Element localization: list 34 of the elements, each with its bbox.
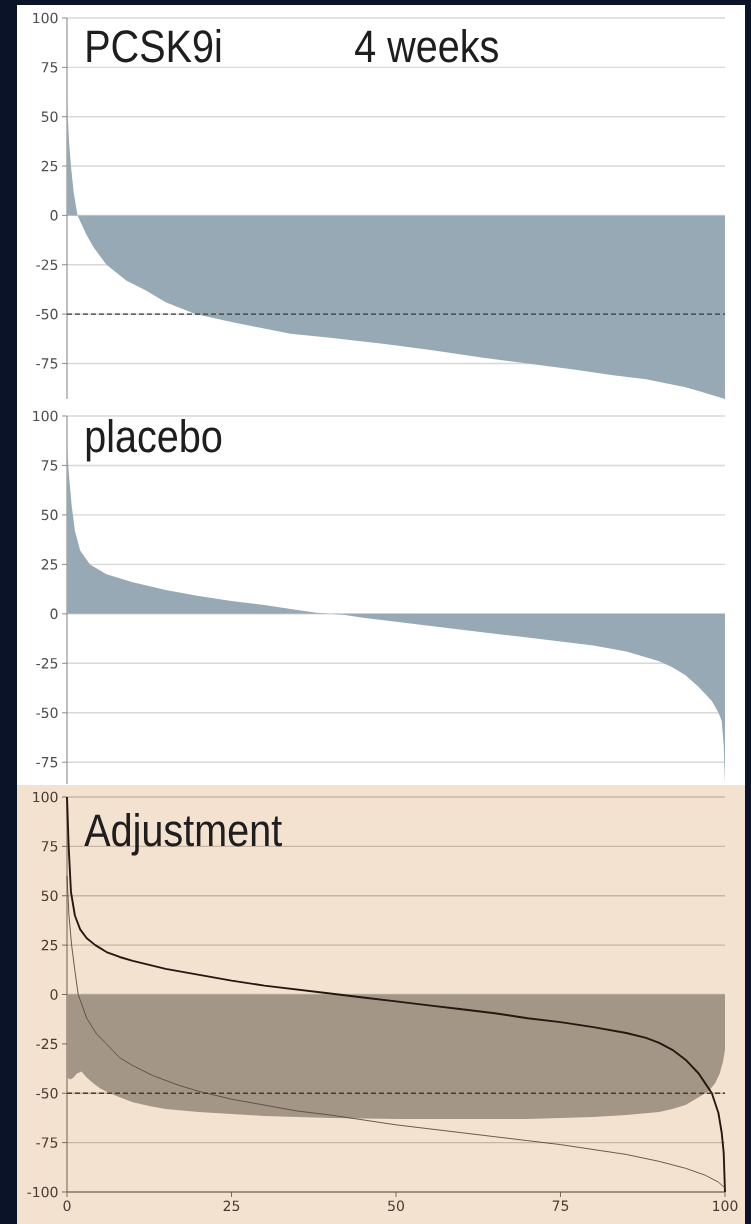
x-tick-label: 25 <box>223 1200 240 1212</box>
y-tick-label: -25 <box>36 1038 58 1050</box>
y-tick-label: 100 <box>33 410 58 422</box>
annotation: 4 weeks <box>355 29 498 63</box>
y-tick-label: 25 <box>41 160 58 172</box>
y-tick-label: -50 <box>36 308 58 320</box>
x-tick-label: 0 <box>63 1200 71 1212</box>
y-tick-label: 25 <box>41 559 58 570</box>
y-tick-label: -25 <box>36 259 58 271</box>
y-tick-label: -25 <box>36 658 58 669</box>
y-tick-label: -75 <box>36 757 58 768</box>
chart-title: Adjustment <box>84 813 282 856</box>
y-tick-label: 50 <box>41 890 58 902</box>
y-tick-label: 50 <box>41 509 58 521</box>
y-tick-label: 100 <box>33 791 58 803</box>
x-tick-label: 100 <box>713 1200 738 1212</box>
x-tick-label: 75 <box>552 1200 569 1211</box>
y-tick-label: 100 <box>33 12 58 24</box>
y-tick-label: 75 <box>41 62 58 73</box>
y-tick-label: 75 <box>41 841 58 852</box>
y-tick-label: -75 <box>36 1137 58 1148</box>
y-tick-label: 0 <box>50 608 58 620</box>
y-tick-label: 75 <box>41 460 58 471</box>
y-tick-label: -50 <box>36 1087 58 1099</box>
y-tick-label: 50 <box>41 111 58 122</box>
x-tick-label: 50 <box>388 1200 404 1212</box>
y-tick-label: -50 <box>36 707 58 719</box>
y-tick-label: 25 <box>41 939 58 951</box>
y-tick-label: 0 <box>50 989 58 1000</box>
y-tick-label: -75 <box>36 358 58 369</box>
y-tick-label: 0 <box>50 210 58 221</box>
chart-title: PCSK9i <box>87 29 221 63</box>
y-tick-label: -100 <box>27 1186 58 1198</box>
chart-title: placebo <box>86 419 222 462</box>
